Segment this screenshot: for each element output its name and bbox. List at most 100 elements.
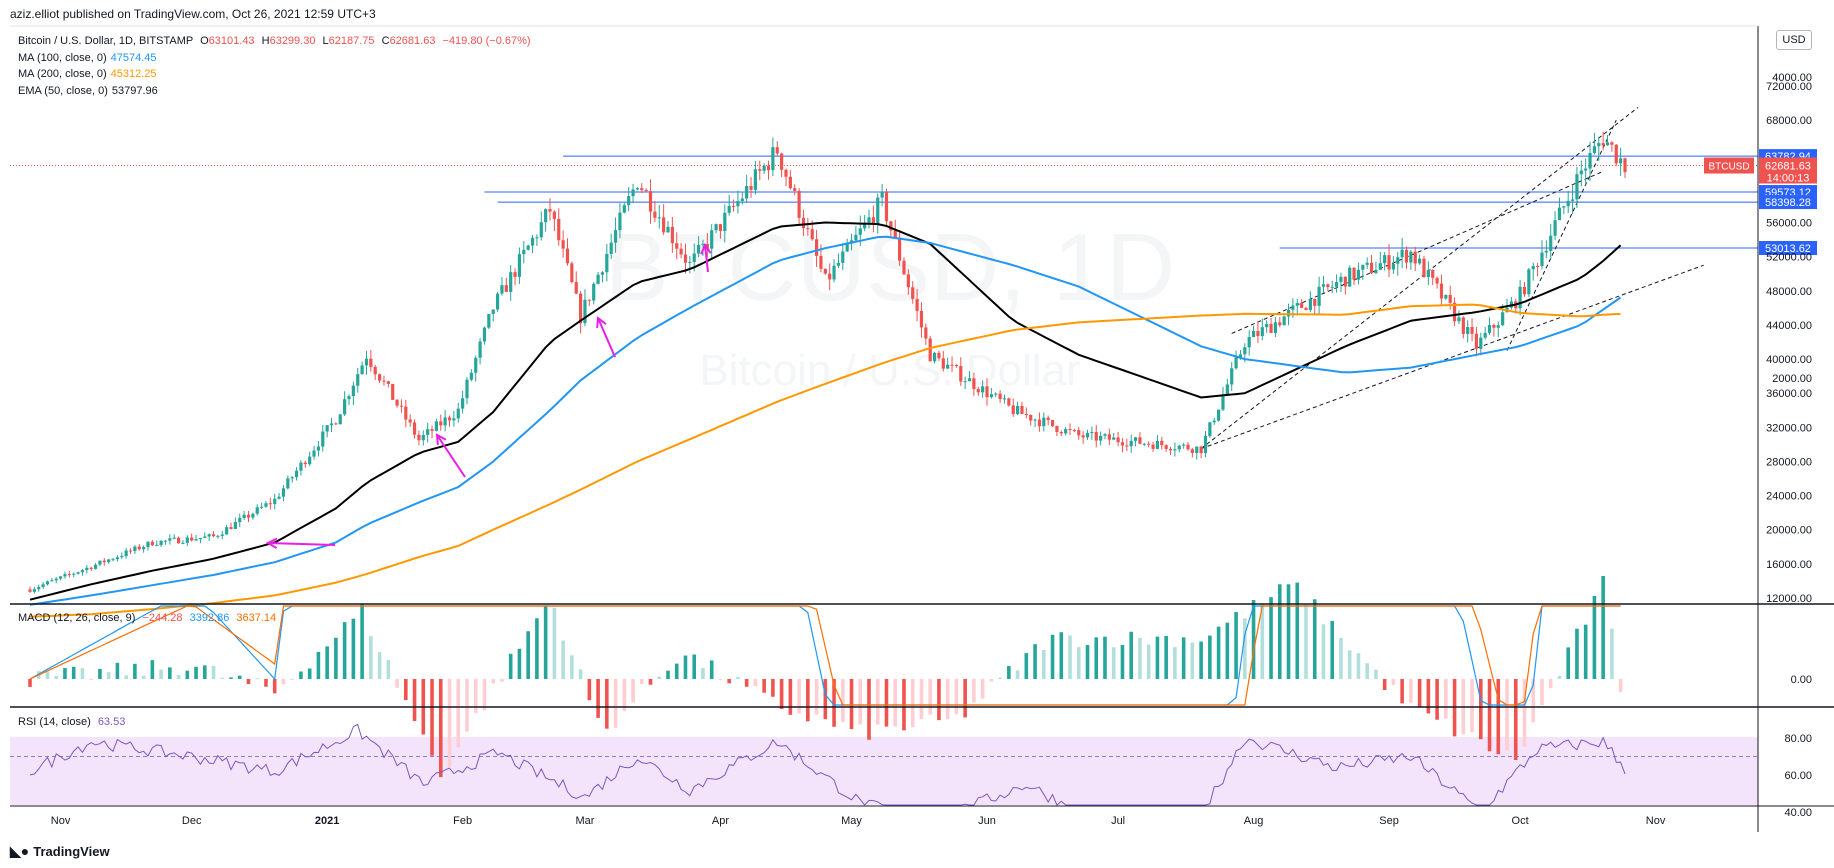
candle-body[interactable] <box>653 211 657 218</box>
candle-body[interactable] <box>535 237 539 239</box>
candle-body[interactable] <box>906 274 910 288</box>
candle-body[interactable] <box>50 580 54 582</box>
candle-body[interactable] <box>1225 384 1229 396</box>
candle-body[interactable] <box>915 298 919 311</box>
candle-body[interactable] <box>989 394 993 398</box>
main-legend[interactable]: Bitcoin / U.S. Dollar, 1D, BITSTAMP O631… <box>18 35 531 47</box>
candle-body[interactable] <box>203 536 207 538</box>
candle-body[interactable] <box>54 578 58 581</box>
candle-body[interactable] <box>142 547 146 550</box>
candle-body[interactable] <box>565 248 570 264</box>
candle-body[interactable] <box>736 201 740 207</box>
candle-body[interactable] <box>1553 220 1557 236</box>
candle-body[interactable] <box>557 218 561 241</box>
candle-body[interactable] <box>1155 440 1160 449</box>
trend-line[interactable] <box>1231 170 1604 334</box>
candle-body[interactable] <box>583 299 587 324</box>
candle-body[interactable] <box>1308 298 1312 311</box>
candle-body[interactable] <box>1085 432 1090 438</box>
candle-body[interactable] <box>928 338 932 362</box>
candle-body[interactable] <box>1348 267 1352 287</box>
candle-body[interactable] <box>662 217 666 233</box>
candle-body[interactable] <box>618 212 622 231</box>
candle-body[interactable] <box>579 293 583 324</box>
candle-body[interactable] <box>679 248 683 255</box>
annotation-arrow-line[interactable] <box>436 434 466 478</box>
candle-body[interactable] <box>740 198 744 202</box>
ma200-line[interactable] <box>29 303 1621 618</box>
candle-body[interactable] <box>1614 144 1618 164</box>
candle-body[interactable] <box>1142 443 1146 445</box>
currency-button[interactable]: USD <box>1776 30 1812 50</box>
candle-body[interactable] <box>1300 303 1304 308</box>
candle-body[interactable] <box>1531 265 1535 270</box>
candle-body[interactable] <box>128 550 133 552</box>
candle-body[interactable] <box>176 537 181 544</box>
candle-body[interactable] <box>1457 317 1461 322</box>
candle-body[interactable] <box>1186 444 1190 450</box>
candle-body[interactable] <box>666 226 670 233</box>
candle-body[interactable] <box>1466 327 1470 335</box>
candle-body[interactable] <box>902 260 906 275</box>
candle-body[interactable] <box>155 544 159 546</box>
candle-body[interactable] <box>1418 258 1422 264</box>
candle-body[interactable] <box>1474 333 1479 349</box>
legend-macd[interactable]: MACD (12, 26, close, 9) −244.28 3392.86 … <box>18 612 277 624</box>
candle-body[interactable] <box>447 417 452 421</box>
candle-body[interactable] <box>898 237 902 261</box>
candle-body[interactable] <box>308 456 312 465</box>
candle-body[interactable] <box>1409 251 1413 263</box>
rsi-line[interactable] <box>29 723 1626 806</box>
candle-body[interactable] <box>58 576 63 579</box>
candle-body[interactable] <box>1059 432 1063 434</box>
candle-body[interactable] <box>893 230 897 238</box>
candle-body[interactable] <box>63 574 67 577</box>
candle-body[interactable] <box>194 539 198 541</box>
candle-body[interactable] <box>364 358 369 366</box>
candle-body[interactable] <box>683 254 688 263</box>
candle-body[interactable] <box>1068 428 1072 431</box>
candle-body[interactable] <box>474 357 478 373</box>
candle-body[interactable] <box>1125 445 1129 447</box>
candle-body[interactable] <box>198 537 203 540</box>
candle-body[interactable] <box>950 364 954 366</box>
candle-body[interactable] <box>443 417 447 426</box>
candle-body[interactable] <box>286 478 290 489</box>
candle-body[interactable] <box>268 503 272 505</box>
candle-body[interactable] <box>884 192 889 222</box>
candle-body[interactable] <box>273 498 277 505</box>
candle-body[interactable] <box>299 462 303 471</box>
candle-body[interactable] <box>1199 446 1203 454</box>
candle-body[interactable] <box>1256 331 1260 337</box>
candle-body[interactable] <box>1217 409 1221 421</box>
candle-body[interactable] <box>592 283 596 301</box>
candle-body[interactable] <box>434 421 438 431</box>
candle-body[interactable] <box>631 189 635 197</box>
candle-body[interactable] <box>919 310 924 328</box>
candle-body[interactable] <box>946 364 950 369</box>
candle-body[interactable] <box>373 366 377 375</box>
candle-body[interactable] <box>1352 267 1356 280</box>
candle-body[interactable] <box>229 527 233 529</box>
candle-body[interactable] <box>1470 327 1474 334</box>
candle-body[interactable] <box>1147 443 1151 445</box>
candle-body[interactable] <box>251 513 255 518</box>
candle-body[interactable] <box>771 147 775 171</box>
candle-body[interactable] <box>1361 264 1365 270</box>
candle-body[interactable] <box>605 253 609 273</box>
trend-line[interactable] <box>1200 264 1704 450</box>
candle-body[interactable] <box>264 503 268 507</box>
candle-body[interactable] <box>1055 426 1059 433</box>
legend-rsi[interactable]: RSI (14, close) 63.53 <box>18 716 126 728</box>
candle-body[interactable] <box>675 243 679 249</box>
candle-body[interactable] <box>504 285 508 292</box>
candle-body[interactable] <box>1562 206 1566 208</box>
candle-body[interactable] <box>544 209 548 223</box>
trend-line[interactable] <box>1506 119 1617 351</box>
candle-body[interactable] <box>242 514 246 518</box>
candle-body[interactable] <box>745 185 749 199</box>
candle-body[interactable] <box>1448 294 1452 303</box>
candle-body[interactable] <box>517 254 522 277</box>
candle-body[interactable] <box>1435 277 1439 284</box>
